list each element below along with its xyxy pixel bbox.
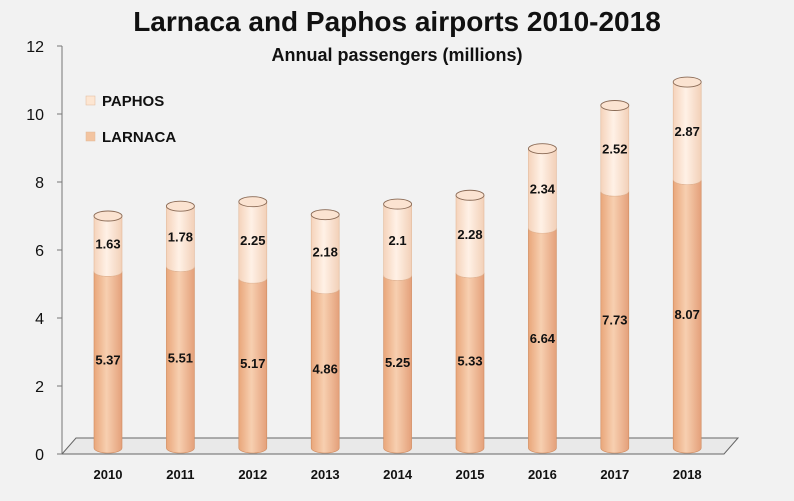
chart-subtitle: Annual passengers (millions) <box>271 45 523 65</box>
data-label-paphos: 2.18 <box>313 245 338 260</box>
bars-group <box>93 76 702 454</box>
bar-paphos <box>383 203 412 281</box>
bar-2016 <box>527 143 557 454</box>
data-label-paphos: 2.25 <box>240 233 265 248</box>
data-label-paphos: 2.1 <box>389 233 407 248</box>
y-tick-label: 6 <box>35 243 44 260</box>
bar-top-cap <box>93 210 123 222</box>
data-label-larnaca: 5.33 <box>457 353 482 368</box>
bar-top-cap <box>455 189 485 201</box>
data-label-larnaca: 5.25 <box>385 355 410 370</box>
y-tick-label: 8 <box>35 175 44 192</box>
data-labels: 5.37 1.63 5.51 1.78 5.17 2.25 4.86 2.18 5.25 2.1 5… <box>95 124 700 377</box>
bar-2011 <box>165 200 195 454</box>
legend: PAPHOS LARNACA <box>85 93 176 146</box>
bar-top-cap <box>383 198 413 210</box>
data-label-larnaca: 8.07 <box>675 307 700 322</box>
x-tick-label: 2010 <box>94 467 123 482</box>
data-label-paphos: 1.78 <box>168 229 193 244</box>
data-label-paphos: 2.87 <box>675 124 700 139</box>
data-label-paphos: 1.63 <box>95 237 120 252</box>
data-label-paphos: 2.52 <box>602 141 627 156</box>
x-tick-label: 2017 <box>600 467 629 482</box>
x-tick-label: 2011 <box>166 467 194 482</box>
legend-label: PAPHOS <box>102 93 164 110</box>
data-label-larnaca: 5.37 <box>95 353 120 368</box>
data-label-larnaca: 5.51 <box>168 350 193 365</box>
bar-paphos <box>310 214 340 295</box>
bar-top-cap <box>527 143 557 155</box>
y-tick-label: 2 <box>35 379 44 396</box>
bar-paphos <box>166 205 195 272</box>
x-tick-label: 2018 <box>673 467 702 482</box>
y-tick-label: 4 <box>35 311 44 328</box>
bar-2017 <box>600 100 630 454</box>
bar-2014 <box>383 198 413 454</box>
bar-2015 <box>455 189 485 454</box>
bar-paphos <box>238 201 268 284</box>
x-tick-label: 2014 <box>383 467 413 482</box>
bar-paphos <box>672 81 702 185</box>
y-tick-label: 12 <box>26 39 44 56</box>
bar-paphos <box>455 194 485 279</box>
bar-paphos <box>93 215 123 277</box>
y-tick-label: 10 <box>26 107 44 124</box>
bar-top-cap <box>600 100 630 111</box>
data-label-larnaca: 7.73 <box>602 313 627 328</box>
legend-swatch <box>85 95 96 106</box>
data-label-paphos: 2.28 <box>457 227 482 242</box>
data-label-larnaca: 5.17 <box>240 356 265 371</box>
bar-top-cap <box>672 76 702 88</box>
y-tick-label: 0 <box>35 447 44 464</box>
chart-title: Larnaca and Paphos airports 2010-2018 <box>133 6 661 37</box>
bar-2010 <box>93 210 123 454</box>
legend-swatch <box>85 131 96 142</box>
bar-2018 <box>672 76 702 454</box>
data-label-paphos: 2.34 <box>530 181 556 196</box>
bar-top-cap <box>310 209 340 221</box>
x-tick-label: 2012 <box>238 467 267 482</box>
bar-top-cap <box>165 200 195 212</box>
x-tick-label: 2016 <box>528 467 557 482</box>
bar-paphos <box>528 148 557 234</box>
bar-top-cap <box>238 196 268 208</box>
bar-paphos <box>600 105 630 197</box>
bar-2013 <box>310 209 340 454</box>
bar-2012 <box>238 196 268 454</box>
x-tick-label: 2013 <box>311 467 340 482</box>
data-label-larnaca: 6.64 <box>530 331 556 346</box>
x-tick-label: 2015 <box>456 467 485 482</box>
legend-label: LARNACA <box>102 129 176 146</box>
data-label-larnaca: 4.86 <box>313 361 338 376</box>
